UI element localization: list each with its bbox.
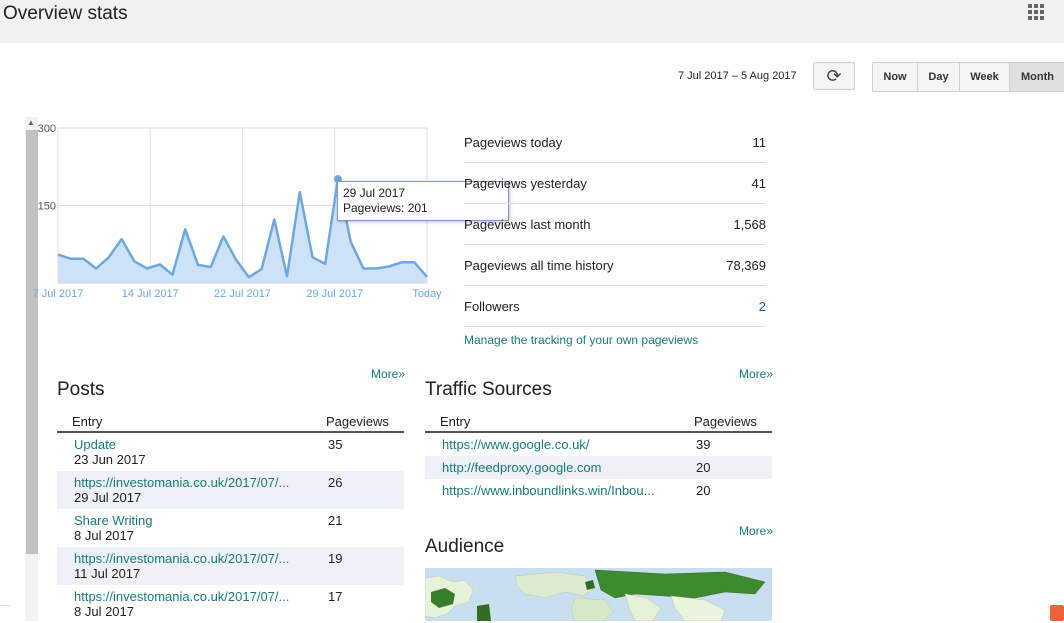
posts-title: Posts [57,379,105,400]
entry-column-header: Entry [72,413,103,429]
post-date: 8 Jul 2017 [74,528,134,543]
pageviews-column-header: Pageviews [326,413,389,429]
range-now-button[interactable]: Now [873,63,918,91]
divider [0,605,10,606]
stat-label: Pageviews last month [464,216,591,232]
stat-label: Pageviews today [464,134,563,150]
table-row: https://investomania.co.uk/2017/07/... 8… [57,585,404,623]
stat-row: Followers 2 [464,286,766,327]
pageviews-column-header: Pageviews [694,413,757,429]
posts-table: Entry Pageviews Update 23 Jun 2017 35 ht… [57,411,404,623]
range-day-button[interactable]: Day [918,63,960,91]
tooltip-date: 29 Jul 2017 [343,186,406,200]
post-pageviews: 26 [328,475,343,490]
x-tick-label: Today [412,288,442,300]
header-bar [0,0,1064,43]
stat-label: Followers [464,298,520,314]
post-pageviews: 21 [328,513,343,528]
x-tick-label: 14 Jul 2017 [122,288,179,300]
pageviews-line [57,177,428,279]
post-link[interactable]: https://investomania.co.uk/2017/07/... [74,475,290,490]
followers-link[interactable]: 2 [758,298,766,314]
post-pageviews: 35 [328,437,343,452]
post-date: 23 Jun 2017 [74,452,146,467]
post-link[interactable]: https://investomania.co.uk/2017/07/... [74,589,290,604]
stat-label: Pageviews all time history [464,257,614,273]
refresh-icon: ⟳ [826,65,842,86]
audience-title: Audience [425,536,505,557]
stat-row: Pageviews today 11 [464,122,766,163]
apps-grid-icon[interactable] [1028,4,1044,20]
stat-value: 41 [751,175,766,191]
manage-tracking-link[interactable]: Manage the tracking of your own pageview… [464,333,699,347]
x-tick-label: 22 Jul 2017 [214,288,271,300]
x-tick-label: 29 Jul 2017 [306,288,363,300]
traffic-header-row: Entry Pageviews [425,411,772,433]
stat-row: Pageviews yesterday 41 [464,163,766,204]
y-tick-label: 150 [38,201,56,213]
table-row: https://investomania.co.uk/2017/07/... 1… [57,547,404,585]
table-row: https://www.google.co.uk/ 39 [425,433,772,456]
feedback-badge-icon[interactable] [1050,605,1064,621]
table-row: Share Writing 8 Jul 2017 21 [57,509,404,547]
post-pageviews: 19 [328,551,343,566]
post-date: 8 Jul 2017 [74,604,134,619]
traffic-pageviews: 20 [696,483,711,498]
post-pageviews: 17 [328,589,343,604]
traffic-pageviews: 39 [696,437,711,452]
range-month-button[interactable]: Month [1010,63,1064,91]
y-tick-label: 300 [38,123,56,135]
traffic-link[interactable]: http://feedproxy.google.com [442,460,602,475]
table-row: https://www.inboundlinks.win/Inbou... 20 [425,479,772,502]
traffic-table: Entry Pageviews https://www.google.co.uk… [425,411,772,502]
entry-column-header: Entry [440,413,471,429]
x-tick-label: 7 Jul 2017 [33,288,84,300]
post-link[interactable]: Update [74,437,116,452]
traffic-link[interactable]: https://www.google.co.uk/ [442,437,590,452]
scrollbar-thumb[interactable] [26,130,38,554]
traffic-pageviews: 20 [696,460,711,475]
posts-header-row: Entry Pageviews [57,411,404,433]
audience-more-link[interactable]: More» [739,524,774,538]
stat-value: 11 [752,134,767,150]
post-link[interactable]: Share Writing [74,513,153,528]
stat-value: 1,568 [733,216,766,232]
range-toggle-group: Now Day Week Month [872,62,1064,92]
stat-label: Pageviews yesterday [464,175,587,191]
scroll-up-arrow-icon[interactable]: ▲ [27,118,35,127]
table-row: https://investomania.co.uk/2017/07/... 2… [57,471,404,509]
stat-row: Pageviews last month 1,568 [464,204,766,245]
traffic-link[interactable]: https://www.inboundlinks.win/Inbou... [442,483,655,498]
page-title: Overview stats [3,3,128,24]
traffic-more-link[interactable]: More» [739,367,774,381]
audience-world-map [425,568,772,621]
chart-tooltip: 29 Jul 2017 Pageviews: 201 [337,181,509,221]
traffic-title: Traffic Sources [425,379,552,400]
range-week-button[interactable]: Week [960,63,1010,91]
date-range-label: 7 Jul 2017 – 5 Aug 2017 [678,70,797,82]
post-date: 29 Jul 2017 [74,490,142,505]
post-link[interactable]: https://investomania.co.uk/2017/07/... [74,551,290,566]
stats-table: Pageviews today 11 Pageviews yesterday 4… [464,122,766,327]
table-row: Update 23 Jun 2017 35 [57,433,404,471]
table-row: http://feedproxy.google.com 20 [425,456,772,479]
post-date: 11 Jul 2017 [74,566,141,581]
posts-more-link[interactable]: More» [371,367,406,381]
stat-value: 78,369 [726,257,766,273]
refresh-button[interactable]: ⟳ [813,62,855,90]
tooltip-value: Pageviews: 201 [343,201,428,215]
stat-row: Pageviews all time history 78,369 [464,245,766,286]
